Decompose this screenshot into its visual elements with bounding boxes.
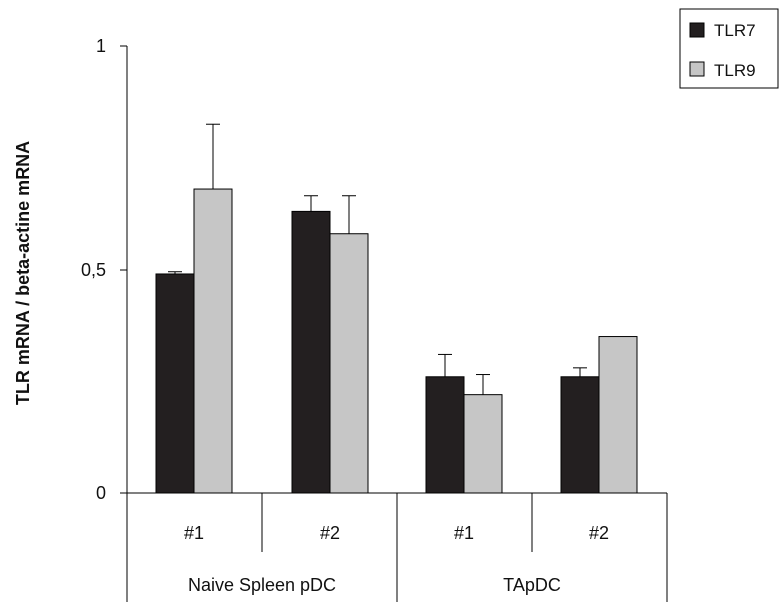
y-tick-label: 0 — [96, 483, 106, 503]
legend-label-tlr7: TLR7 — [714, 21, 756, 40]
category-label: #1 — [454, 523, 474, 543]
category-label: #1 — [184, 523, 204, 543]
y-tick-label: 1 — [96, 36, 106, 56]
legend: TLR7 TLR9 — [679, 8, 779, 89]
group-label: TApDC — [503, 575, 561, 595]
category-label: #2 — [589, 523, 609, 543]
bar-tlr9-0 — [193, 188, 233, 494]
category-label: #2 — [320, 523, 340, 543]
legend-label-tlr9: TLR9 — [714, 61, 756, 80]
group-label: Naive Spleen pDC — [188, 575, 336, 595]
bar-tlr7-2 — [425, 376, 465, 494]
bars — [155, 123, 638, 494]
bar-tlr7-0 — [155, 273, 195, 494]
bar-tlr9-1 — [329, 233, 369, 494]
bar-tlr7-1 — [291, 210, 331, 494]
bar-tlr9-2 — [463, 394, 503, 494]
bar-tlr9-3 — [598, 336, 638, 494]
y-axis-title: TLR mRNA / beta-actine mRNA — [13, 141, 33, 405]
bar-tlr7-3 — [560, 376, 600, 494]
legend-swatch-tlr7 — [689, 22, 705, 38]
legend-swatch-tlr9 — [689, 61, 705, 77]
y-tick-label: 0,5 — [81, 260, 106, 280]
